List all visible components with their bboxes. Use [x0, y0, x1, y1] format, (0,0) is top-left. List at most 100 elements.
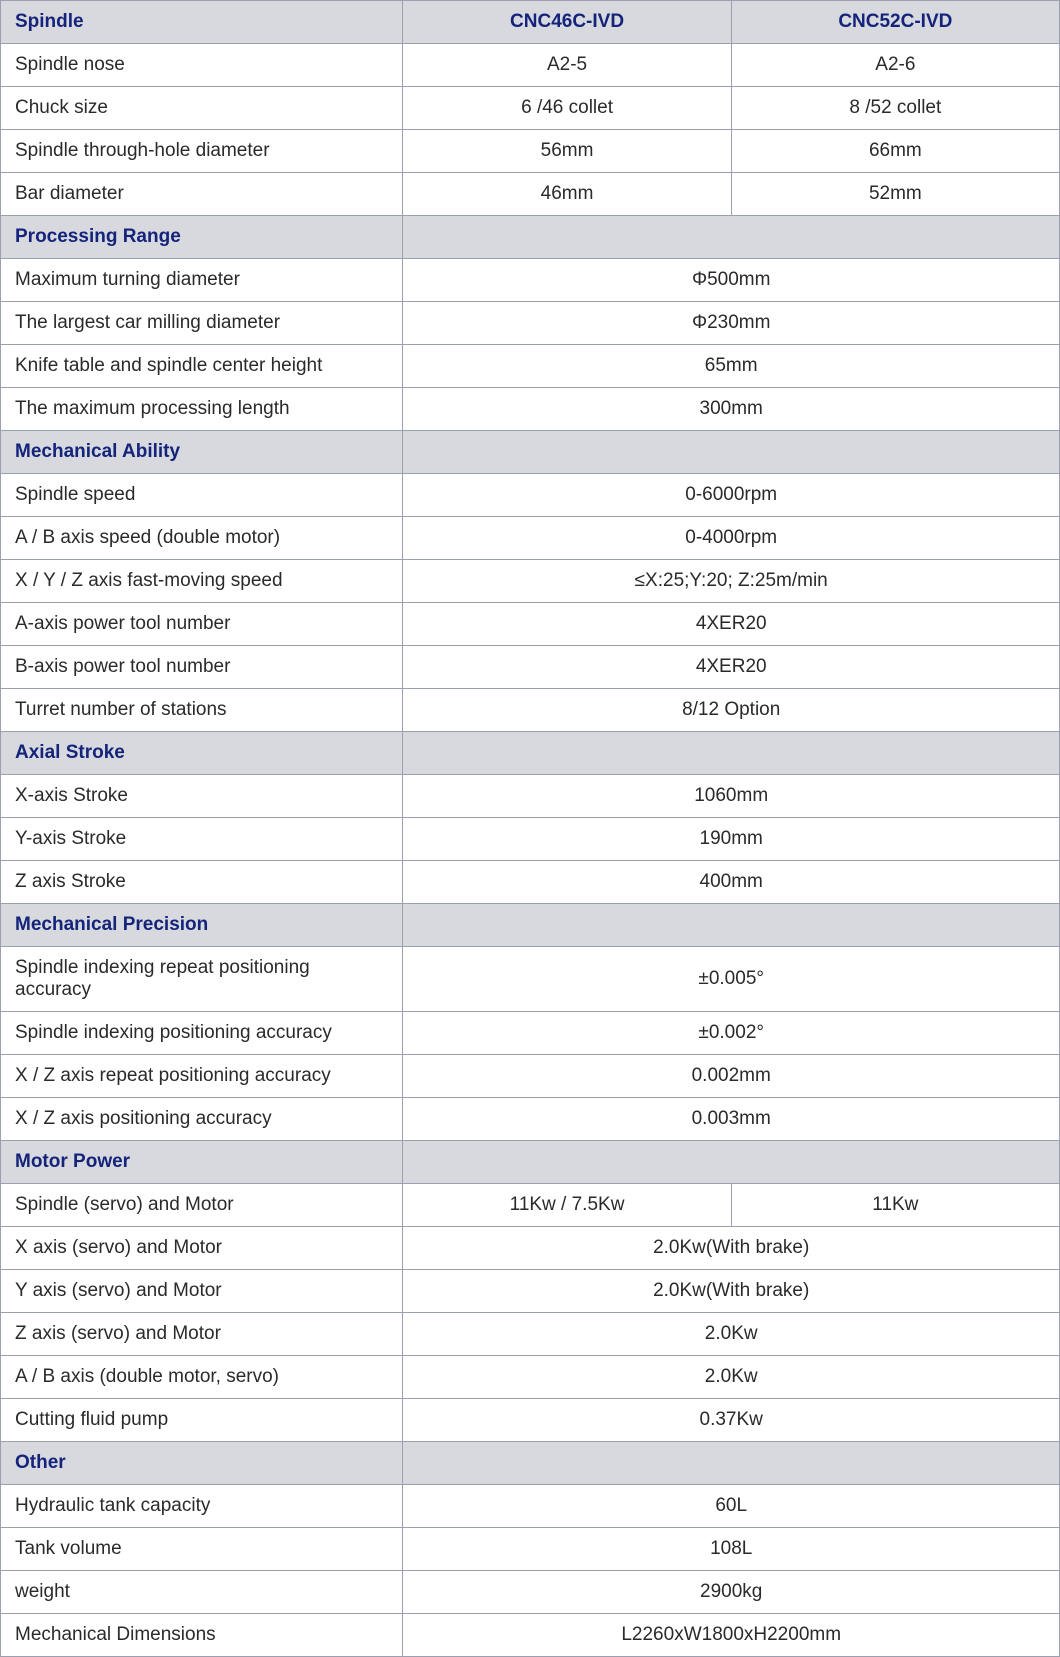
section-header-blank [403, 431, 1060, 474]
spec-value-merged: Φ230mm [403, 302, 1060, 345]
spec-row: The maximum processing length300mm [1, 388, 1060, 431]
spec-row: A-axis power tool number4XER20 [1, 603, 1060, 646]
spec-value-merged: 2900kg [403, 1571, 1060, 1614]
spec-value-merged: ±0.002° [403, 1012, 1060, 1055]
spec-value-merged: 1060mm [403, 775, 1060, 818]
spec-label: Spindle indexing positioning accuracy [1, 1012, 403, 1055]
spec-label: Knife table and spindle center height [1, 345, 403, 388]
spec-label: Spindle through-hole diameter [1, 130, 403, 173]
section-title: Spindle [1, 1, 403, 44]
section-header-row: SpindleCNC46C-IVDCNC52C-IVD [1, 1, 1060, 44]
spec-value-a: 46mm [403, 173, 731, 216]
spec-row: Spindle indexing positioning accuracy±0.… [1, 1012, 1060, 1055]
section-header-row: Mechanical Ability [1, 431, 1060, 474]
spec-row: X axis (servo) and Motor2.0Kw(With brake… [1, 1227, 1060, 1270]
spec-row: Y-axis Stroke190mm [1, 818, 1060, 861]
spec-value-merged: 108L [403, 1528, 1060, 1571]
spec-row: Hydraulic tank capacity60L [1, 1485, 1060, 1528]
section-header-row: Motor Power [1, 1141, 1060, 1184]
spec-row: Maximum turning diameterΦ500mm [1, 259, 1060, 302]
section-header-row: Mechanical Precision [1, 904, 1060, 947]
spec-row: Turret number of stations8/12 Option [1, 689, 1060, 732]
spec-row: X / Z axis positioning accuracy0.003mm [1, 1098, 1060, 1141]
spec-value-merged: 2.0Kw(With brake) [403, 1270, 1060, 1313]
spec-value-merged: L2260xW1800xH2200mm [403, 1614, 1060, 1657]
spec-row: Spindle indexing repeat positioning accu… [1, 947, 1060, 1012]
spec-label: B-axis power tool number [1, 646, 403, 689]
spec-row: A / B axis (double motor, servo)2.0Kw [1, 1356, 1060, 1399]
section-header-blank [403, 732, 1060, 775]
spec-label: Z axis Stroke [1, 861, 403, 904]
spec-value-b: 66mm [731, 130, 1059, 173]
spec-label: Y-axis Stroke [1, 818, 403, 861]
spec-row: Spindle speed0-6000rpm [1, 474, 1060, 517]
spec-row: Z axis (servo) and Motor2.0Kw [1, 1313, 1060, 1356]
spec-value-merged: 4XER20 [403, 646, 1060, 689]
spec-row: weight2900kg [1, 1571, 1060, 1614]
section-title: Mechanical Precision [1, 904, 403, 947]
spec-row: Spindle through-hole diameter56mm66mm [1, 130, 1060, 173]
section-title: Mechanical Ability [1, 431, 403, 474]
spec-value-merged: 300mm [403, 388, 1060, 431]
spec-row: Bar diameter46mm52mm [1, 173, 1060, 216]
section-title: Motor Power [1, 1141, 403, 1184]
spec-value-merged: 2.0Kw [403, 1313, 1060, 1356]
spec-label: Z axis (servo) and Motor [1, 1313, 403, 1356]
spec-label: Turret number of stations [1, 689, 403, 732]
spec-row: Spindle noseA2-5A2-6 [1, 44, 1060, 87]
spec-row: X-axis Stroke1060mm [1, 775, 1060, 818]
spec-value-merged: Φ500mm [403, 259, 1060, 302]
spec-value-merged: 0.003mm [403, 1098, 1060, 1141]
section-title: Other [1, 1442, 403, 1485]
spec-value-merged: ±0.005° [403, 947, 1060, 1012]
spec-value-merged: ≤X:25;Y:20; Z:25m/min [403, 560, 1060, 603]
spec-value-merged: 4XER20 [403, 603, 1060, 646]
spec-value-merged: 2.0Kw(With brake) [403, 1227, 1060, 1270]
section-header-blank [403, 1442, 1060, 1485]
spec-label: A-axis power tool number [1, 603, 403, 646]
spec-row: X / Y / Z axis fast-moving speed≤X:25;Y:… [1, 560, 1060, 603]
spec-label: Spindle speed [1, 474, 403, 517]
spec-label: The maximum processing length [1, 388, 403, 431]
spec-row: Cutting fluid pump0.37Kw [1, 1399, 1060, 1442]
spec-label: X / Y / Z axis fast-moving speed [1, 560, 403, 603]
spec-value-a: 56mm [403, 130, 731, 173]
spec-value-b: 52mm [731, 173, 1059, 216]
spec-value-merged: 0-6000rpm [403, 474, 1060, 517]
spec-value-merged: 60L [403, 1485, 1060, 1528]
spec-label: Spindle indexing repeat positioning accu… [1, 947, 403, 1012]
spec-row: A / B axis speed (double motor)0-4000rpm [1, 517, 1060, 560]
column-header-a: CNC46C-IVD [403, 1, 731, 44]
column-header-b: CNC52C-IVD [731, 1, 1059, 44]
spec-label: A / B axis speed (double motor) [1, 517, 403, 560]
spec-value-merged: 8/12 Option [403, 689, 1060, 732]
spec-value-merged: 0.37Kw [403, 1399, 1060, 1442]
section-header-row: Axial Stroke [1, 732, 1060, 775]
spec-value-a: A2-5 [403, 44, 731, 87]
spec-row: The largest car milling diameterΦ230mm [1, 302, 1060, 345]
spec-label: The largest car milling diameter [1, 302, 403, 345]
spec-value-b: 11Kw [731, 1184, 1059, 1227]
spec-value-a: 6 /46 collet [403, 87, 731, 130]
spec-value-merged: 190mm [403, 818, 1060, 861]
spec-label: Hydraulic tank capacity [1, 1485, 403, 1528]
spec-table: SpindleCNC46C-IVDCNC52C-IVDSpindle noseA… [0, 0, 1060, 1657]
spec-value-b: 8 /52 collet [731, 87, 1059, 130]
section-header-row: Other [1, 1442, 1060, 1485]
section-title: Axial Stroke [1, 732, 403, 775]
spec-row: Mechanical DimensionsL2260xW1800xH2200mm [1, 1614, 1060, 1657]
spec-row: Tank volume108L [1, 1528, 1060, 1571]
spec-row: Chuck size6 /46 collet8 /52 collet [1, 87, 1060, 130]
spec-label: A / B axis (double motor, servo) [1, 1356, 403, 1399]
spec-label: Cutting fluid pump [1, 1399, 403, 1442]
spec-value-merged: 0.002mm [403, 1055, 1060, 1098]
spec-label: X axis (servo) and Motor [1, 1227, 403, 1270]
spec-label: weight [1, 1571, 403, 1614]
section-header-blank [403, 216, 1060, 259]
section-title: Processing Range [1, 216, 403, 259]
spec-label: X / Z axis positioning accuracy [1, 1098, 403, 1141]
spec-row: Knife table and spindle center height65m… [1, 345, 1060, 388]
spec-row: X / Z axis repeat positioning accuracy0.… [1, 1055, 1060, 1098]
spec-label: X-axis Stroke [1, 775, 403, 818]
spec-row: Y axis (servo) and Motor2.0Kw(With brake… [1, 1270, 1060, 1313]
